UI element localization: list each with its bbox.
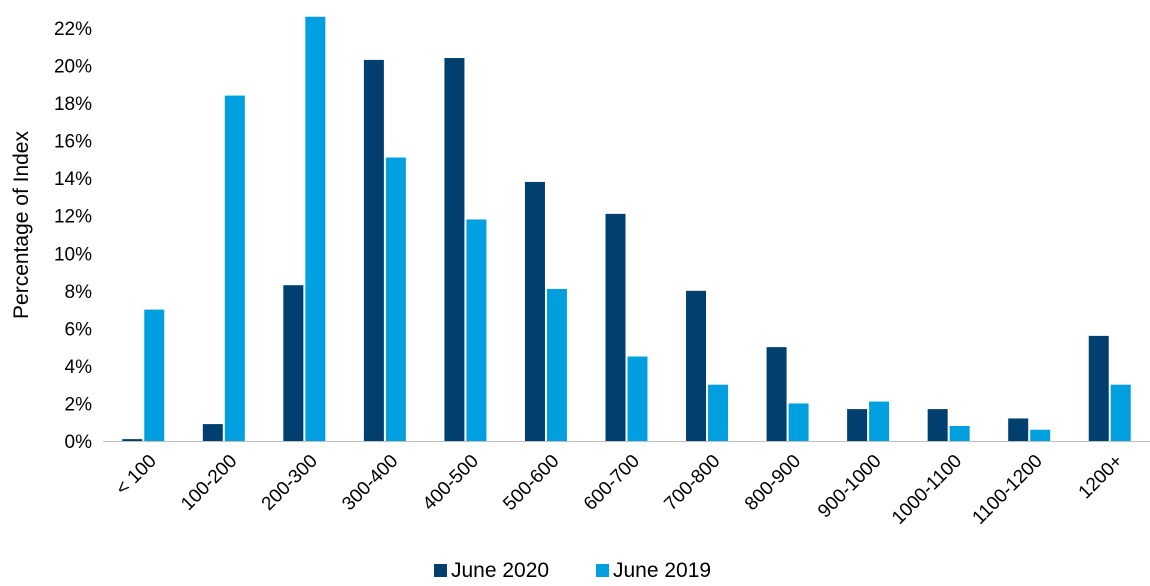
bar-series-2 xyxy=(224,95,245,441)
x-tick-label: 700-800 xyxy=(660,451,724,515)
legend-swatch xyxy=(596,564,609,577)
bar-series-1 xyxy=(1088,335,1109,441)
bar-series-2 xyxy=(788,403,809,441)
bar-series-2 xyxy=(305,16,326,442)
x-tick-label: 1200+ xyxy=(1075,451,1128,504)
bar-series-1 xyxy=(122,439,143,441)
bar-series-2 xyxy=(708,384,729,441)
x-tick-label: 1000-1100 xyxy=(888,451,966,529)
bar-series-2 xyxy=(869,401,890,441)
x-tick-label: 400-500 xyxy=(419,451,483,515)
bar-series-1 xyxy=(524,181,545,441)
y-tick-label: 12% xyxy=(54,207,92,228)
bar-series-1 xyxy=(847,409,868,441)
y-tick-label: 16% xyxy=(54,132,92,153)
bar-series-2 xyxy=(466,219,487,441)
legend: June 2020 June 2019 xyxy=(434,559,711,582)
y-tick-label: 4% xyxy=(65,357,93,378)
x-tick-label: 800-900 xyxy=(741,451,805,515)
bar-series-1 xyxy=(1008,418,1029,441)
bar-series-2 xyxy=(385,157,406,442)
y-tick-label: 0% xyxy=(65,432,93,453)
y-tick-label: 2% xyxy=(65,394,93,415)
y-tick-label: 22% xyxy=(54,19,92,40)
y-axis-ticks: 0% 2% 4% 6% 8% 10% 12% 14% 16% 18% 20% 22% xyxy=(54,19,92,453)
bar-series-1 xyxy=(283,285,304,441)
x-tick-label: 100-200 xyxy=(177,451,241,515)
y-tick-label: 8% xyxy=(65,282,93,303)
y-tick-label: 20% xyxy=(54,57,92,78)
bar-series-1 xyxy=(927,409,948,441)
x-tick-label: < 100 xyxy=(112,451,161,500)
y-tick-label: 6% xyxy=(65,319,93,340)
x-tick-label: 200-300 xyxy=(258,451,322,515)
bar-series-2 xyxy=(546,288,567,441)
x-tick-label: 1100-1200 xyxy=(969,451,1047,529)
x-tick-label: 600-700 xyxy=(580,451,644,515)
x-tick-label: 300-400 xyxy=(338,451,402,515)
y-tick-label: 14% xyxy=(54,169,92,190)
bar-series-1 xyxy=(766,347,787,441)
x-tick-label: 900-1000 xyxy=(814,451,886,523)
legend-label: June 2020 xyxy=(451,559,549,581)
bar-series-2 xyxy=(627,356,648,441)
y-tick-label: 18% xyxy=(54,94,92,115)
bar-series-2 xyxy=(1030,429,1051,441)
bar-series-2 xyxy=(144,309,165,441)
bar-series-1 xyxy=(686,290,707,441)
bar-series-1 xyxy=(444,58,465,441)
bar-series-1 xyxy=(363,59,384,441)
legend-label: June 2019 xyxy=(613,559,711,581)
bar-series-2 xyxy=(1110,384,1131,441)
y-tick-label: 10% xyxy=(54,244,92,265)
bar-series-1 xyxy=(605,213,626,441)
bars-group xyxy=(122,16,1131,442)
bar-series-1 xyxy=(202,424,223,441)
y-axis-label: Percentage of Index xyxy=(10,131,33,319)
x-tick-label: 500-600 xyxy=(499,451,563,515)
x-axis-ticks: < 100 100-200 200-300 300-400 400-500 500-600… xyxy=(112,451,1127,529)
bar-series-2 xyxy=(949,425,970,441)
legend-swatch xyxy=(434,564,447,577)
